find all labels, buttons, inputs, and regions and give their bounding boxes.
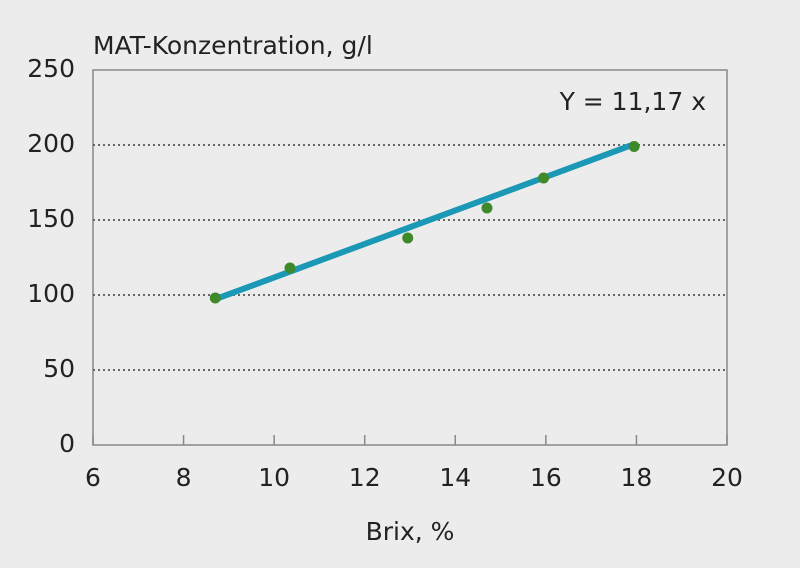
trendline — [214, 141, 636, 303]
y-tick-label: 100 — [27, 279, 75, 308]
data-point — [209, 292, 221, 304]
y-tick-label: 150 — [27, 204, 75, 233]
x-axis-label: Brix, % — [366, 517, 455, 546]
chart-title: MAT-Konzentration, g/l — [93, 31, 373, 60]
y-tick-label: 200 — [27, 129, 75, 158]
y-tick-label: 0 — [59, 429, 75, 458]
x-tick-label: 20 — [711, 463, 743, 492]
x-tick-label: 10 — [258, 463, 290, 492]
data-point — [402, 232, 414, 244]
y-tick-label: 250 — [27, 54, 75, 83]
y-tick-label: 50 — [43, 354, 75, 383]
x-tick-label: 8 — [176, 463, 192, 492]
equation: Y = 11,17 x — [559, 87, 706, 116]
x-tick-label: 14 — [439, 463, 471, 492]
data-point — [284, 262, 296, 274]
data-point — [628, 141, 640, 152]
x-tick-label: 18 — [621, 463, 653, 492]
data-point — [538, 172, 550, 184]
x-tick-label: 6 — [85, 463, 101, 492]
x-tick-label: 16 — [530, 463, 562, 492]
x-tick-label: 12 — [349, 463, 381, 492]
data-point — [481, 202, 493, 214]
plot-frame — [92, 69, 728, 446]
